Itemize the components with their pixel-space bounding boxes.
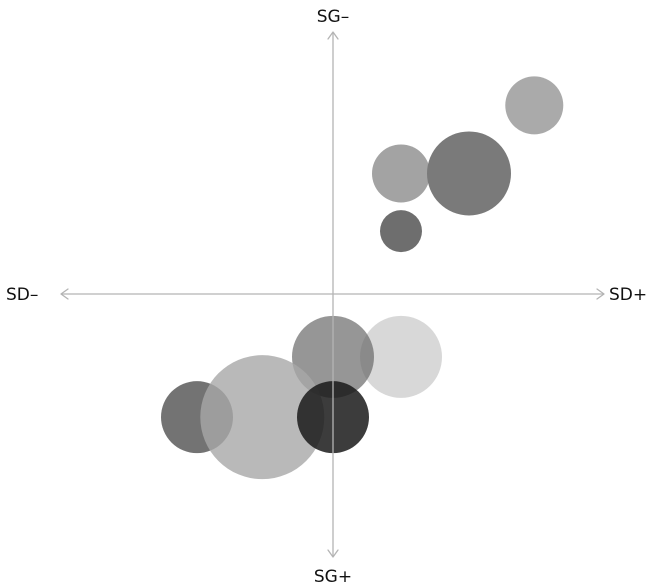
x-axis-negative-label: SD– (6, 285, 38, 305)
y-axis-negative-label: SG– (317, 7, 349, 27)
x-axis-positive-label: SD+ (609, 285, 647, 305)
y-axis-bottom-arrow (327, 549, 339, 558)
bubble-4 (380, 210, 422, 253)
x-axis-left-arrow (60, 288, 69, 300)
bubble-layer (161, 76, 564, 480)
bubble-1 (505, 76, 564, 135)
bubble-2 (372, 144, 430, 203)
x-axis-right-arrow (596, 288, 605, 300)
y-axis-top-arrow (327, 31, 339, 40)
bubble-3 (427, 131, 511, 216)
axes (60, 31, 605, 558)
y-axis-positive-label: SG+ (314, 567, 352, 587)
bubble-5 (360, 315, 442, 398)
bubble-8 (200, 355, 325, 480)
